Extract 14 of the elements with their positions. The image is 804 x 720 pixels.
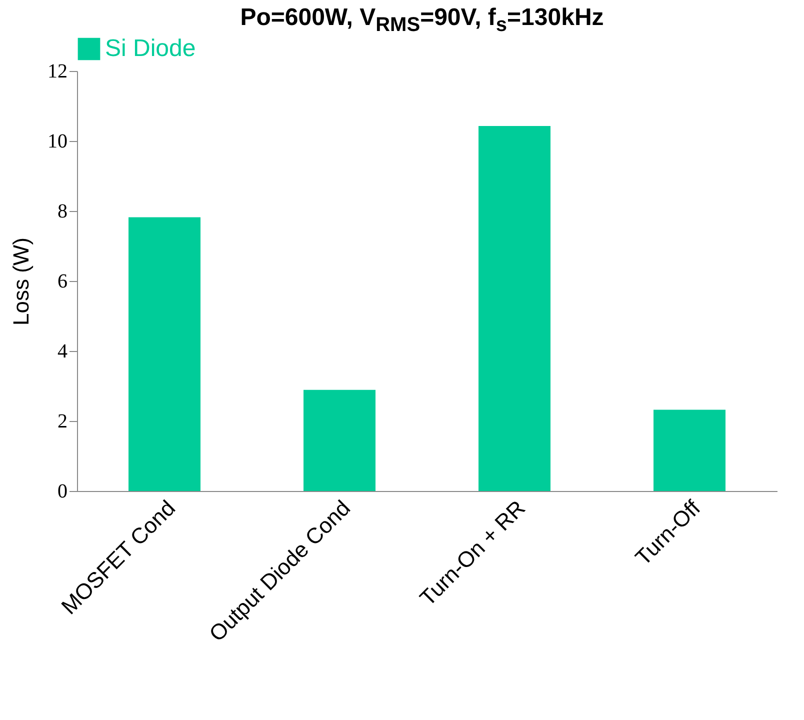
- y-axis-title: Loss (W): [8, 237, 34, 326]
- y-tick-label: 12: [48, 60, 68, 82]
- y-tick-label: 8: [58, 200, 68, 222]
- y-tick-label: 0: [58, 480, 68, 502]
- chart-title: Po=600W, V$_{RMS}$=90V, f$_{s}$=130kHz: [240, 4, 604, 36]
- y-tick-label: 4: [58, 340, 68, 362]
- y-tick-label: 6: [58, 270, 68, 292]
- y-tick-label: 10: [48, 130, 68, 152]
- bar: [478, 126, 550, 491]
- bar: [654, 410, 726, 491]
- bar: [304, 390, 376, 491]
- y-tick-label: 2: [58, 410, 68, 432]
- legend-label: Si Diode: [105, 34, 196, 62]
- bar: [128, 217, 200, 491]
